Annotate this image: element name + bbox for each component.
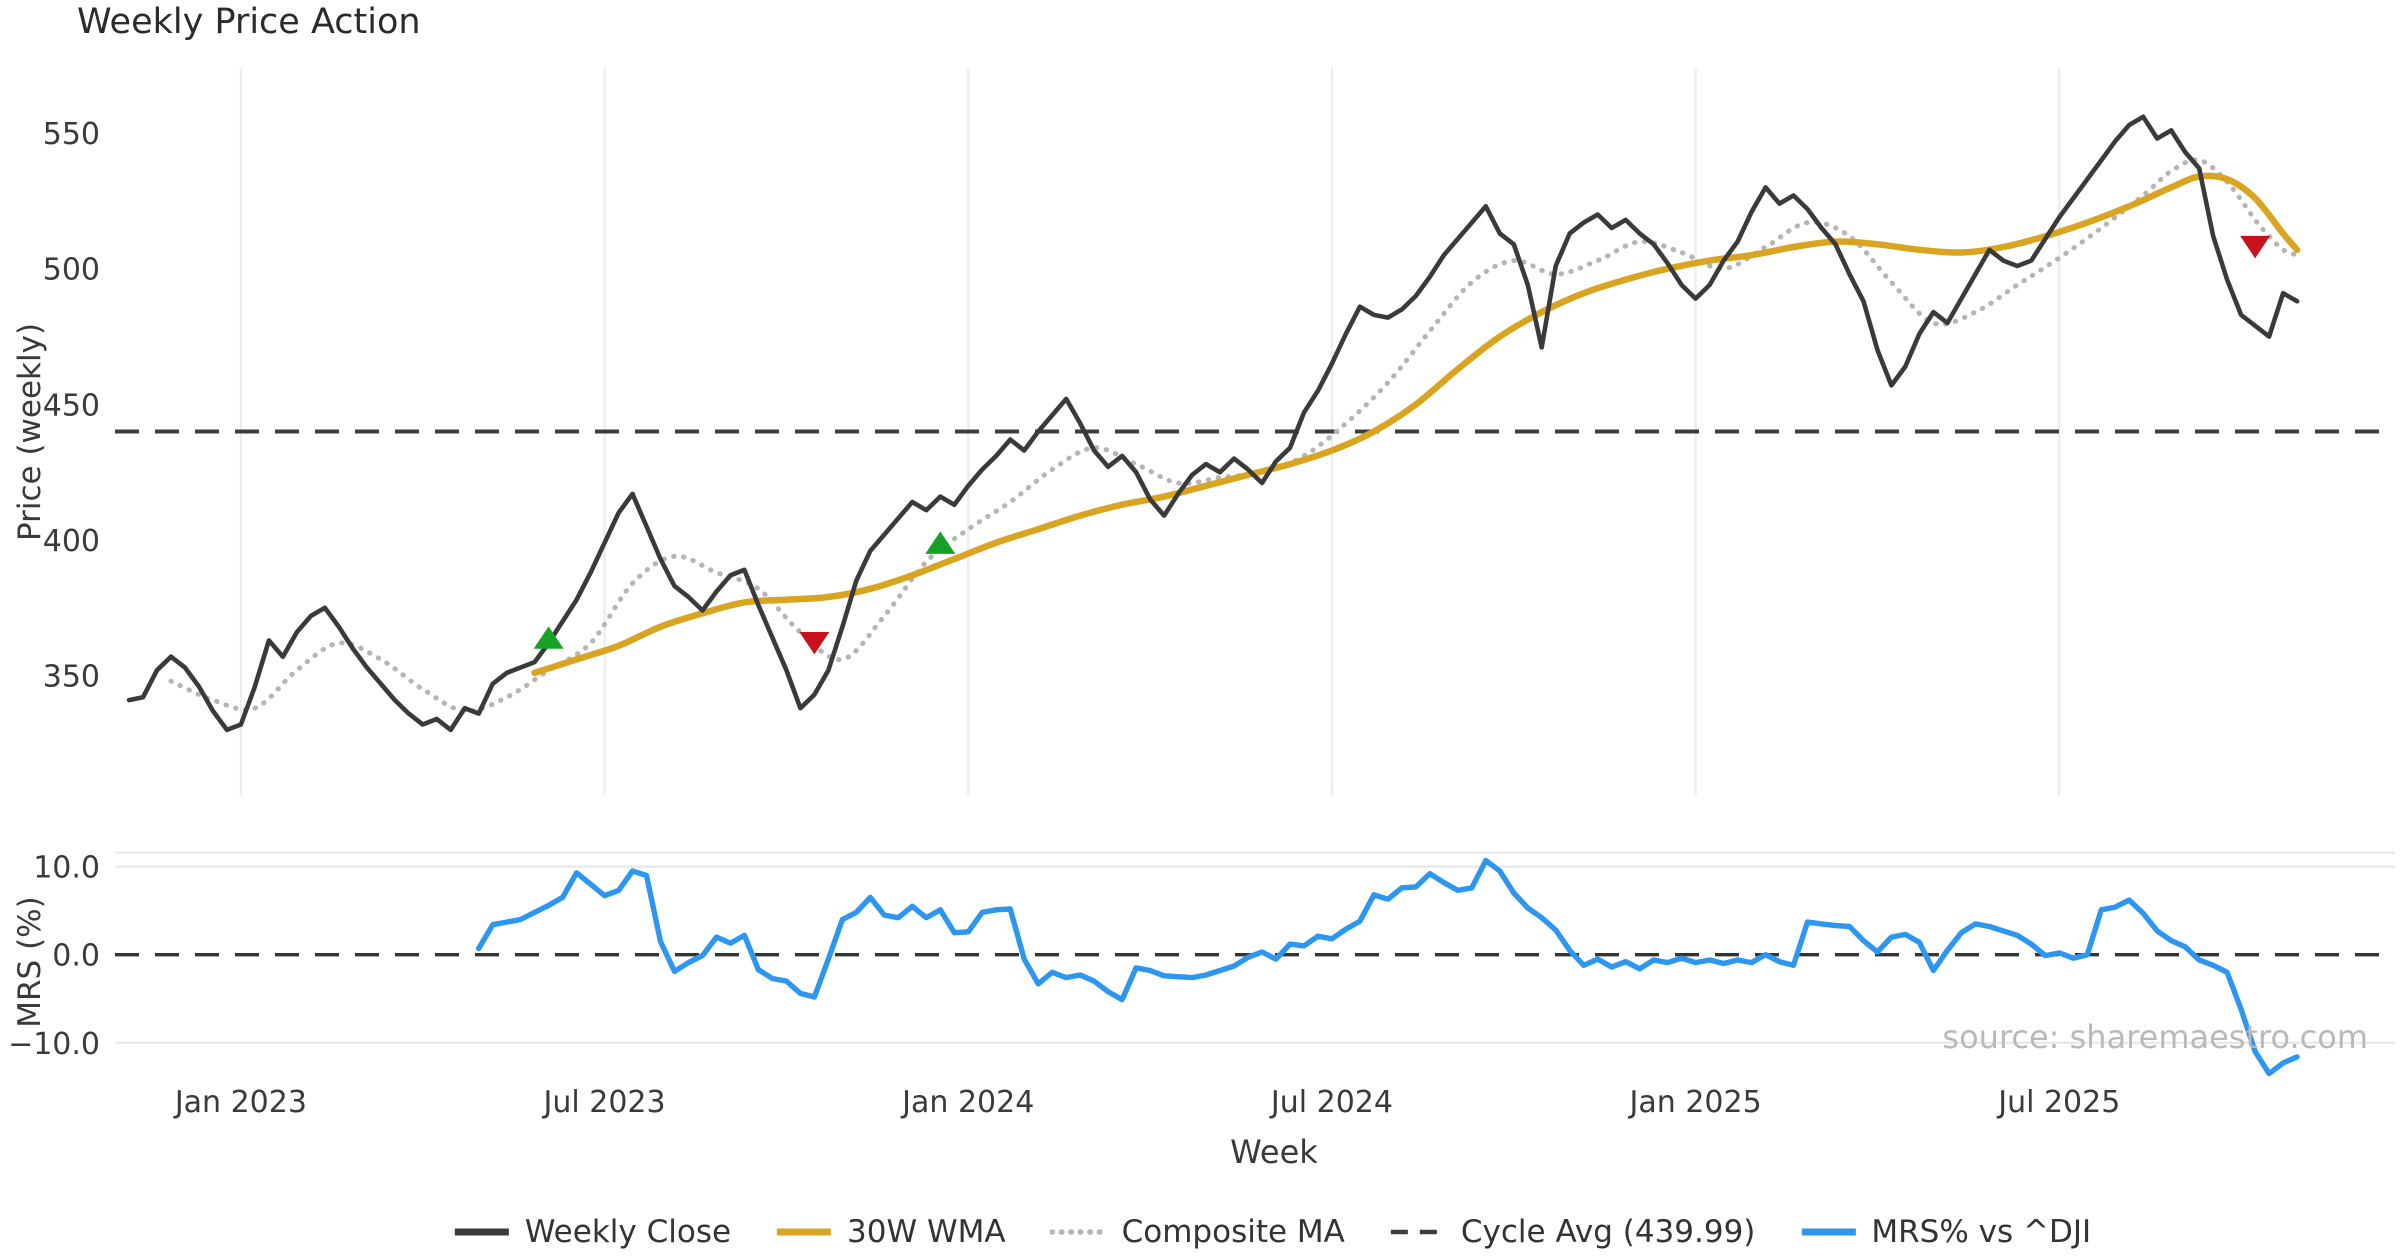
x-tick-label: Jan 2025 bbox=[1628, 1085, 1762, 1120]
price-axis-label: Price (weekly) bbox=[12, 322, 48, 542]
legend-swatch bbox=[1049, 1229, 1108, 1235]
source-watermark: source: sharemaestro.com bbox=[1942, 1018, 2368, 1056]
mrs-ytick-label: 10.0 bbox=[33, 851, 100, 886]
legend-item-composite-ma: Composite MA bbox=[1049, 1214, 1345, 1250]
sell-signal-marker bbox=[799, 631, 830, 655]
chart-legend: Weekly Close 30W WMA Composite MA Cycle Avg… bbox=[453, 1214, 2091, 1250]
price-ytick-label: 500 bbox=[43, 253, 100, 288]
legend-item-cycle-avg-439-99-: Cycle Avg (439.99) bbox=[1389, 1214, 1756, 1250]
mrs-ytick-label: 0.0 bbox=[52, 939, 100, 974]
legend-swatch bbox=[454, 1228, 509, 1236]
buy-signal-marker bbox=[925, 531, 956, 554]
price-ytick-label: 400 bbox=[43, 524, 100, 559]
legend-item-weekly-close: Weekly Close bbox=[453, 1214, 731, 1250]
x-tick-label: Jul 2023 bbox=[542, 1085, 666, 1120]
price-ytick-label: 350 bbox=[43, 660, 100, 695]
legend-label: Weekly Close bbox=[524, 1214, 732, 1250]
price-ytick-label: 550 bbox=[43, 117, 100, 152]
x-tick-label: Jan 2024 bbox=[900, 1085, 1034, 1120]
x-axis-label: Week bbox=[1230, 1133, 1318, 1171]
legend-label: 30W WMA bbox=[847, 1214, 1006, 1250]
legend-item-30w-wma: 30W WMA bbox=[775, 1214, 1006, 1250]
price-ytick-label: 450 bbox=[43, 388, 100, 423]
buy-signal-marker bbox=[533, 626, 564, 649]
mrs-line bbox=[476, 857, 2300, 1077]
legend-swatch bbox=[1390, 1229, 1445, 1235]
chart-title: Weekly Price Action bbox=[77, 2, 421, 42]
legend-label: Cycle Avg (439.99) bbox=[1460, 1214, 1756, 1250]
legend-item-mrs-vs-dji: MRS% vs ^DJI bbox=[1799, 1214, 2091, 1250]
wma-30w-line bbox=[531, 172, 2301, 677]
legend-swatch bbox=[777, 1228, 832, 1236]
weekly-close-line bbox=[126, 114, 2300, 733]
mrs-axis-label: MRS (%) bbox=[12, 896, 48, 1028]
composite-ma-line bbox=[168, 157, 2300, 714]
x-tick-label: Jan 2023 bbox=[173, 1085, 307, 1120]
legend-swatch bbox=[1801, 1228, 1856, 1236]
mrs-ytick-label: −10.0 bbox=[8, 1027, 100, 1062]
legend-label: Composite MA bbox=[1121, 1214, 1345, 1250]
sell-signal-marker bbox=[2240, 235, 2271, 259]
x-tick-label: Jul 2024 bbox=[1269, 1085, 1393, 1120]
legend-label: MRS% vs ^DJI bbox=[1871, 1214, 2092, 1250]
x-tick-label: Jul 2025 bbox=[1996, 1085, 2120, 1120]
